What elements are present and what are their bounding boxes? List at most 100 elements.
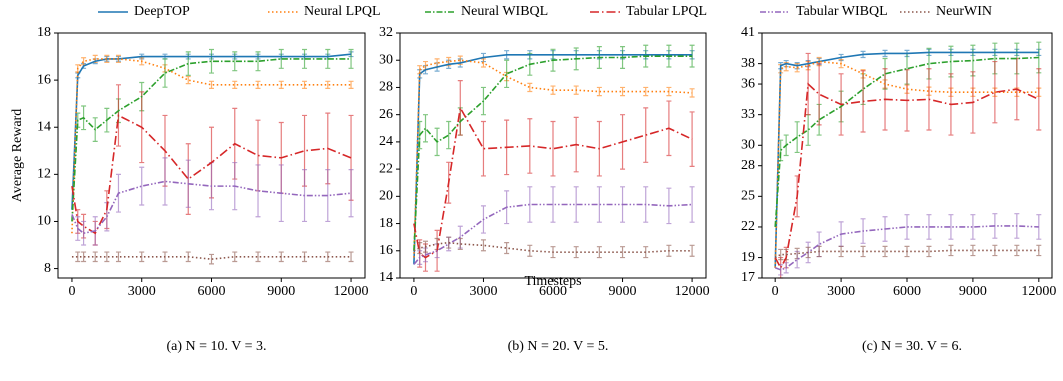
error-bar [620,86,626,97]
error-bar [446,236,452,249]
y-tick-label: 30 [379,52,393,67]
legend-label: DeepTOP [134,4,190,19]
y-tick-label: 16 [379,243,393,258]
error-bar [278,251,284,263]
error-bar [325,48,331,69]
error-bar [527,82,533,93]
caption: (b) N = 20. V = 5. [508,339,609,354]
error-bar [75,251,81,263]
series-line [774,56,1039,228]
caption: (a) N = 10. V = 3. [166,339,266,354]
y-tick-label: 33 [741,107,755,122]
y-tick-label: 8 [44,261,51,276]
y-tick-label: 14 [37,119,51,134]
x-tick-label: 9000 [959,284,987,299]
error-bar [1036,244,1042,257]
series-line [71,58,352,234]
series-line [413,55,693,251]
y-tick-label: 17 [741,270,755,285]
y-tick-label: 32 [379,25,393,40]
error-bar [348,80,354,89]
error-bar [970,214,976,240]
x-tick-label: 12000 [675,284,710,299]
error-bar [805,114,811,146]
error-bar [689,244,695,257]
series-line [774,82,1040,270]
error-bar [423,114,428,143]
x-tick-label: 12000 [1021,284,1056,299]
error-bar [81,220,87,246]
error-bar [573,246,579,259]
error-bar [162,58,168,88]
error-bar [926,214,932,240]
error-bar [596,246,602,259]
error-bar [689,44,695,68]
error-bar [948,214,954,240]
error-bar [104,251,110,263]
error-bar [1014,244,1020,257]
x-tick-label: 6000 [893,284,921,299]
error-bar [480,58,486,68]
y-tick-label: 12 [37,167,51,182]
x-tick-label: 9000 [267,284,295,299]
error-bar [480,120,486,177]
y-tick-label: 36 [741,76,755,91]
y-tick-label: 26 [379,107,393,122]
error-bar [1036,68,1042,131]
x-tick-label: 6000 [539,284,567,299]
error-bar [689,186,695,223]
error-bar [457,237,463,251]
x-tick-label: 6000 [198,284,226,299]
error-bar [209,80,214,89]
error-bar [550,120,556,177]
error-bar [185,75,191,85]
error-bar [992,60,998,124]
y-tick-label: 38 [741,56,755,71]
y-tick-label: 20 [379,189,393,204]
x-tick-label: 0 [410,284,417,299]
error-bar [926,245,932,258]
error-bar [643,107,649,163]
y-tick-label: 22 [741,219,755,234]
series-line [71,58,352,222]
error-bar [255,51,261,72]
error-bar [504,59,510,89]
legend-label: Tabular LPQL [626,4,707,19]
error-bar [838,245,844,258]
error-bar [689,88,695,98]
y-tick-label: 28 [741,158,755,173]
x-tick-label: 3000 [469,284,497,299]
series-line [774,60,1039,268]
y-axis-label: Average Reward [10,109,25,202]
y-tick-label: 10 [37,214,51,229]
y-tick-label: 16 [37,72,51,87]
error-bar [573,186,579,223]
y-tick-label: 41 [741,25,755,40]
error-bar [527,244,533,257]
error-bar [446,120,452,150]
error-bar [527,186,533,223]
x-tick-label: 3000 [128,284,156,299]
error-bar [348,251,354,263]
error-bar [620,246,626,259]
error-bar [278,48,284,69]
x-tick-label: 12000 [334,284,369,299]
series-line [71,180,352,235]
y-tick-label: 25 [741,189,755,204]
error-bar [325,80,331,89]
legend-label: NeurWIN [936,4,992,19]
error-bar [209,48,214,74]
error-bar [504,242,510,255]
error-bar [255,251,261,263]
x-tick-label: 9000 [609,284,637,299]
error-bar [457,80,463,136]
error-bar [209,253,214,265]
error-bar [904,214,910,240]
error-bar [232,80,238,89]
error-bar [550,186,556,223]
error-bar [255,164,261,218]
error-bar [778,248,784,261]
series-line [774,51,1039,268]
error-bar [302,80,308,89]
